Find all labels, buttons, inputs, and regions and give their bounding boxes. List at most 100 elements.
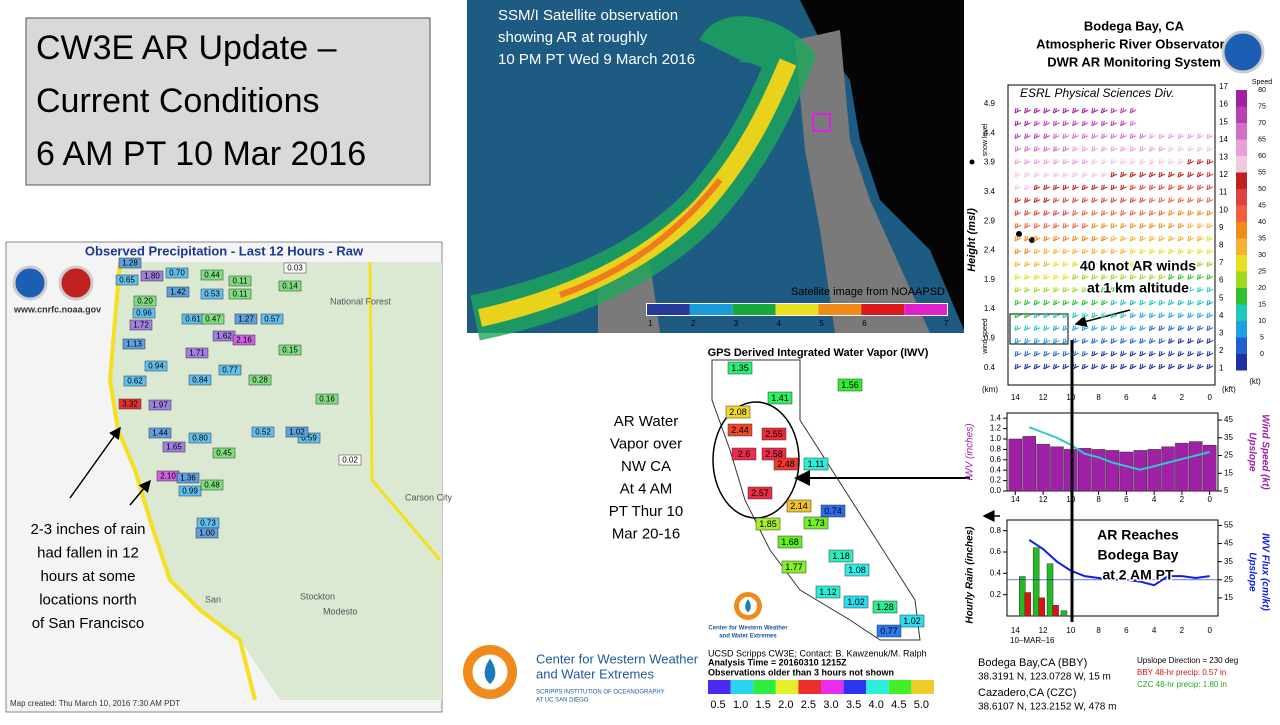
title-line: 6 AM PT 10 Mar 2016 (36, 135, 366, 173)
wind-barb (1091, 171, 1099, 178)
y-tick-label: 0.2 (990, 476, 1002, 485)
y-tick-label: 0.8 (990, 445, 1002, 454)
wind-barb (1033, 248, 1041, 255)
wind-barb (1139, 159, 1147, 165)
wind-barb (1120, 287, 1127, 293)
wind-barb (1110, 248, 1118, 255)
wind-barb (1196, 274, 1204, 280)
gauge-value: 2.10 (160, 472, 176, 481)
y2-tick-label: 16 (1219, 100, 1228, 109)
unit: (kt) (1249, 377, 1261, 386)
gauge-value: 0.61 (185, 315, 201, 324)
gauge-value: 0.84 (192, 376, 208, 385)
wind-barb (1196, 325, 1204, 332)
wind-barb (1081, 363, 1089, 370)
wind-barb (1014, 146, 1022, 152)
wind-barb (1196, 299, 1204, 306)
gauge-value: 0.15 (282, 346, 298, 355)
title-line: CW3E AR Update – (36, 29, 337, 67)
gauge-value: 0.47 (205, 315, 221, 324)
annotation: at 1 km altitude (1087, 280, 1189, 296)
title-line: Current Conditions (36, 82, 319, 120)
wind-barb (1024, 351, 1031, 357)
wind-barb (1033, 210, 1041, 216)
wind-barb (1129, 338, 1137, 344)
wind-barb (1110, 274, 1118, 280)
y-tick-label: 4.4 (984, 128, 996, 137)
arrow (69, 426, 121, 499)
wind-barb (1091, 210, 1099, 216)
wind-barb (1158, 338, 1166, 344)
wind-barb (1158, 223, 1166, 229)
station-box (872, 600, 898, 614)
wind-barb (1158, 299, 1166, 306)
station-name: Cazadero,CA (CZC) (978, 687, 1076, 699)
wind-barb (1062, 223, 1070, 229)
wind-barb (1110, 146, 1118, 152)
gauge-box (140, 270, 164, 282)
speed-tick: 35 (1258, 235, 1266, 242)
station-value: 2.48 (777, 459, 795, 469)
bar (1024, 592, 1032, 617)
wind-barb (1148, 312, 1156, 319)
speed-cell (1236, 354, 1247, 371)
wind-barb (1014, 274, 1022, 280)
gauge-value: 1.80 (144, 272, 160, 281)
noaa-logo (1221, 30, 1265, 74)
bar (1050, 446, 1064, 492)
wind-barb (1043, 107, 1051, 114)
wind-barb (1091, 107, 1099, 114)
precip-total: BBY 48-hr precip: 0.57 in (1137, 668, 1226, 677)
x-tick-label: 0 (1207, 495, 1212, 504)
wind-barb (1052, 210, 1060, 216)
wind-barb (1177, 351, 1185, 357)
gauge-value: 0.28 (252, 376, 268, 385)
wind-barb (1081, 133, 1089, 140)
gauge-value: 0.57 (264, 315, 280, 324)
station-value: 1.35 (731, 363, 749, 373)
wind-barb (1024, 235, 1031, 242)
wind-barb (1024, 363, 1031, 370)
wind-barb (1014, 210, 1022, 216)
y2-tick-label: 3 (1219, 329, 1224, 338)
wind-barb (1100, 210, 1108, 216)
wind-barb (1120, 338, 1127, 344)
wind-barb (1100, 146, 1108, 152)
station-value: 1.11 (808, 459, 825, 469)
station-value: 2.14 (790, 501, 808, 511)
gauge-value: 1.42 (170, 288, 186, 297)
wind-barb (1206, 133, 1214, 140)
axis-title: Wind Speed (kt) (1259, 414, 1270, 490)
wind-barb (1100, 351, 1108, 357)
wind-barb (1014, 120, 1022, 127)
wind-barb (1033, 223, 1041, 229)
station-value: 1.28 (876, 602, 894, 612)
station-value: 1.18 (832, 551, 850, 561)
wind-barb (1120, 312, 1127, 319)
y2-tick-label: 9 (1219, 223, 1224, 232)
wind-barb (1139, 133, 1147, 140)
wind-barb (1177, 235, 1185, 242)
station-box (755, 517, 781, 531)
speed-cell (1236, 139, 1247, 156)
wind-barb (1062, 299, 1070, 306)
place: San (205, 594, 221, 604)
colorbar-tick: 1.5 (756, 699, 771, 711)
org-name: Center for Western Weather (708, 626, 788, 632)
gauge-value: 0.73 (200, 519, 216, 528)
station-box (837, 378, 863, 392)
wind-barb (1081, 197, 1089, 204)
wind-barb (1187, 299, 1195, 306)
colorbar-tick: 3.0 (823, 699, 838, 711)
colorbar-tick: 3 (734, 319, 739, 328)
colorbar-tick: 6 (862, 319, 867, 328)
wind-barb (1043, 274, 1051, 280)
ar-max (558, 178, 723, 298)
wind-barb (1158, 363, 1166, 370)
wind-barb (1052, 363, 1060, 370)
colorbar-tick: 5.0 (914, 699, 929, 711)
wind-barb (1081, 171, 1089, 178)
wind-barb (1177, 325, 1185, 332)
wind-barb (1072, 223, 1079, 229)
wind-barb (1052, 146, 1060, 152)
